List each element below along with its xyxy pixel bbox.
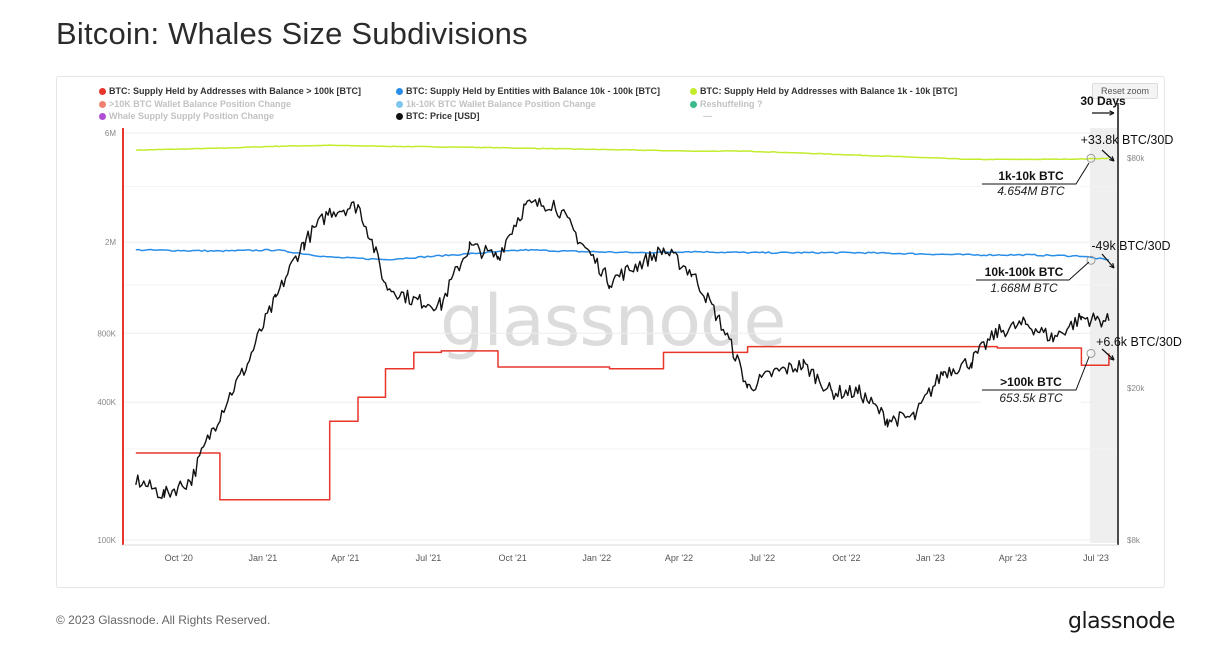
price-line [135, 197, 1110, 500]
supply-10k-100k-line [135, 248, 1110, 261]
x-axis-tick-label: Jan '21 [249, 553, 278, 563]
x-axis-tick-label: Jul '23 [1083, 553, 1109, 563]
cohort-100k-name: >100k BTC [1000, 375, 1062, 389]
change-100k-label-arrow-head [1109, 355, 1115, 361]
cohort-100k-label-bg [981, 375, 1081, 403]
cohort-100k-value: 653.5k BTC [999, 391, 1063, 405]
legend-item-10k-position-change[interactable]: >10K BTC Wallet Balance Position Change [99, 99, 291, 109]
right-axis-tick-label: $8k [1127, 536, 1141, 545]
change-100k-label-arrow [1101, 348, 1115, 361]
cohort-10k-value: 1.668M BTC [990, 281, 1058, 295]
legend-label: Whale Supply Supply Position Change [109, 111, 275, 121]
legend-label: 1k-10K BTC Wallet Balance Position Chang… [406, 99, 596, 109]
right-axis-tick-label: $20k [1127, 384, 1145, 393]
end-marker [1086, 153, 1096, 163]
legend-item-blank[interactable]: --- [703, 111, 712, 121]
legend-dot-icon [690, 87, 697, 95]
change-10k-label-arrow [1101, 253, 1115, 269]
watermark: glassnode [440, 280, 786, 362]
glassnode-logo: glassnode [1068, 609, 1175, 634]
supply-100k-line [135, 345, 1110, 501]
cohort-100k-pointer [982, 356, 1090, 391]
end-marker [1086, 255, 1096, 265]
legend-label: BTC: Supply Held by Addresses with Balan… [700, 86, 958, 96]
page-title: Bitcoin: Whales Size Subdivisions [56, 16, 528, 51]
legend-dot-icon [396, 87, 403, 95]
cohort-10k-name: 10k-100k BTC [985, 265, 1064, 279]
legend-dot-icon [690, 100, 697, 108]
left-axis-tick-label: 2M [105, 238, 116, 247]
left-axis-tick-label: 6M [105, 129, 116, 138]
cohort-1k-value: 4.654M BTC [997, 184, 1065, 198]
x-axis-tick-label: Oct '22 [832, 553, 860, 563]
legend-dot-icon [99, 112, 106, 120]
change-10k-label-arrow-head [1109, 263, 1115, 269]
legend-item-btc-price[interactable]: BTC: Price [USD] [396, 111, 480, 121]
legend-item-1k-position-change[interactable]: 1k-10K BTC Wallet Balance Position Chang… [396, 99, 596, 109]
x-axis-tick-label: Apr '22 [665, 553, 693, 563]
x-axis-tick-label: Oct '21 [498, 553, 526, 563]
left-axis-tick-label: 800K [97, 329, 116, 338]
copyright-text: © 2023 Glassnode. All Rights Reserved. [56, 613, 271, 627]
window-arrow-head [1109, 110, 1115, 116]
left-axis-tick-label: 100K [97, 536, 116, 545]
legend-item-supply-100k[interactable]: BTC: Supply Held by Addresses with Balan… [99, 86, 361, 96]
end-marker [1086, 348, 1096, 358]
x-axis-tick-label: Jan '22 [582, 553, 611, 563]
legend-dot-icon [99, 100, 106, 108]
window-label: 30 Days [1080, 94, 1126, 108]
x-axis-tick-label: Apr '23 [999, 553, 1027, 563]
legend-dot-icon [99, 87, 106, 95]
change-10k-label: -49k BTC/30D [1091, 239, 1170, 253]
change-1k-label-arrow-head [1109, 156, 1115, 162]
x-axis-tick-label: Jul '22 [749, 553, 775, 563]
right-axis-tick-label: $80k [1127, 154, 1145, 163]
legend-item-whale-position-change[interactable]: Whale Supply Supply Position Change [99, 111, 274, 121]
legend-label: BTC: Supply Held by Addresses with Balan… [109, 86, 361, 96]
legend-label: --- [703, 111, 712, 121]
cohort-1k-label-bg [981, 169, 1081, 197]
thirty-day-window [1090, 128, 1117, 543]
left-axis-tick-label: 400K [97, 398, 116, 407]
cohort-10k-label-bg [974, 265, 1074, 293]
legend-label: Reshuffeling ? [700, 99, 763, 109]
reset-zoom-button[interactable]: Reset zoom [1092, 83, 1158, 99]
cohort-1k-name: 1k-10k BTC [998, 169, 1064, 183]
legend-dot-icon [396, 100, 403, 108]
legend-label: >10K BTC Wallet Balance Position Change [109, 99, 291, 109]
legend-dot-icon [396, 112, 403, 120]
change-1k-label-arrow [1101, 149, 1115, 162]
x-axis-tick-label: Jan '23 [916, 553, 945, 563]
legend-label: BTC: Price [USD] [406, 111, 480, 121]
x-axis-tick-label: Apr '21 [331, 553, 359, 563]
x-axis-tick-label: Jul '21 [416, 553, 442, 563]
legend-item-reshuffeling[interactable]: Reshuffeling ? [690, 99, 763, 109]
chart-frame [56, 76, 1165, 588]
x-axis-tick-label: Oct '20 [165, 553, 193, 563]
legend-item-supply-10k-100k[interactable]: BTC: Supply Held by Entities with Balanc… [396, 86, 660, 96]
legend-label: BTC: Supply Held by Entities with Balanc… [406, 86, 661, 96]
cohort-10k-pointer [976, 261, 1090, 281]
change-1k-label: +33.8k BTC/30D [1081, 133, 1174, 147]
supply-1k-10k-line [135, 144, 1110, 161]
change-100k-label: +6.6k BTC/30D [1096, 335, 1182, 349]
legend-item-supply-1k-10k[interactable]: BTC: Supply Held by Addresses with Balan… [690, 86, 957, 96]
cohort-1k-pointer [982, 162, 1090, 185]
